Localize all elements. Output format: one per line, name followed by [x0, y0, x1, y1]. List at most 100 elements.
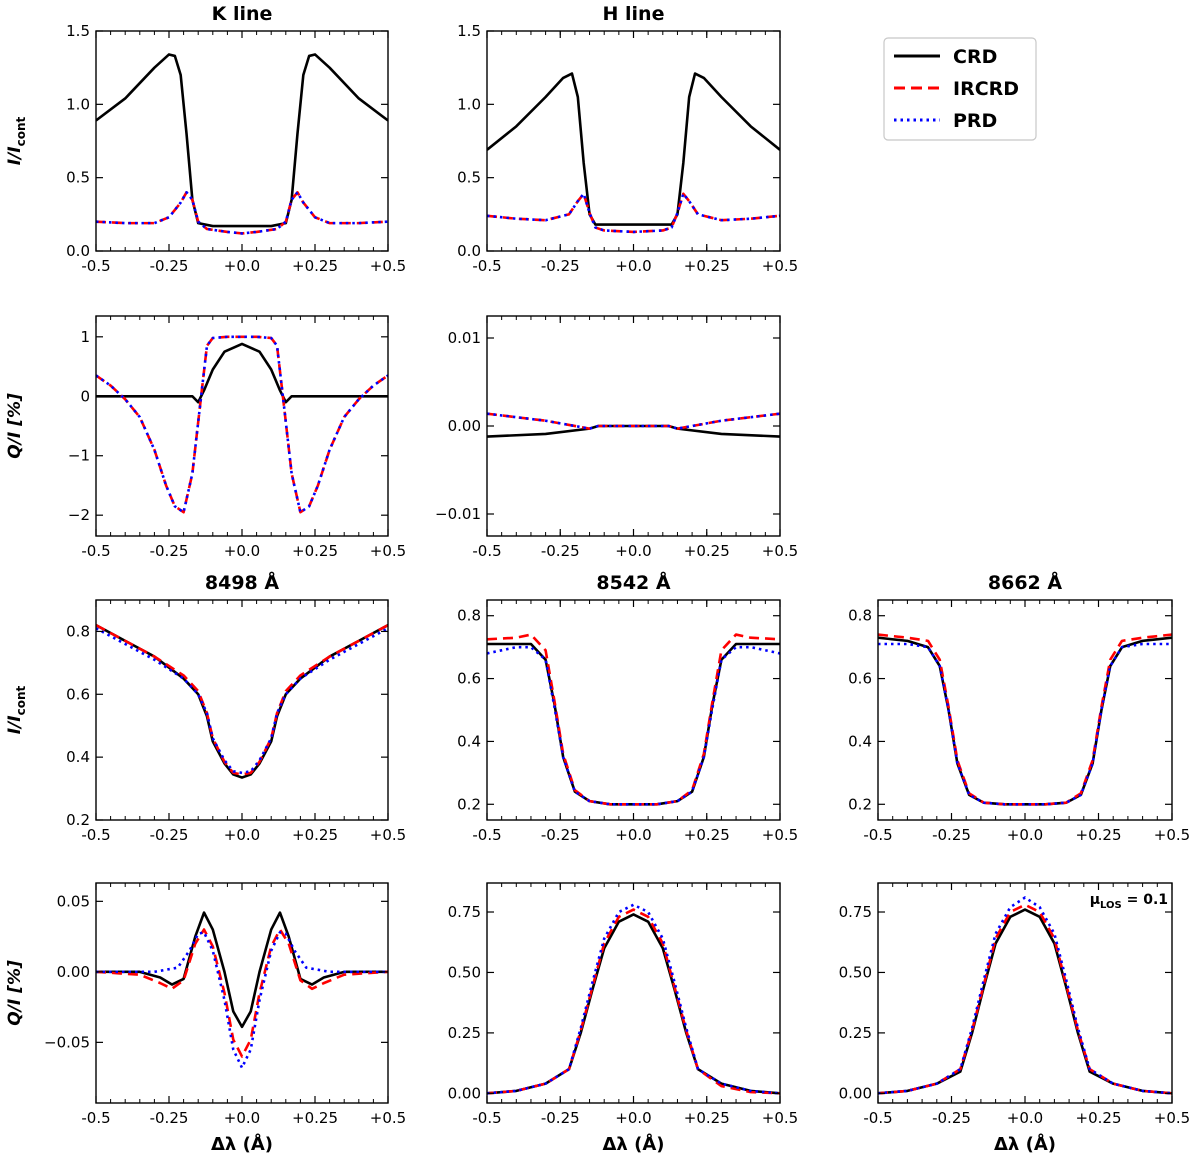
x-tick-label-ca8542_intensity: +0.25	[684, 826, 730, 844]
series-prd-ca8542_intensity	[487, 645, 780, 806]
y-tick-label-ca8542_intensity: 0.6	[457, 670, 481, 688]
axes-frame-ca8662_intensity	[877, 599, 1173, 821]
x-tick-label-ca8498_polarization: +0.25	[292, 1109, 338, 1127]
panel-ca8542_intensity: -0.5 -0.25 +0.0 +0.25 +0.5 0.2 0.4 0.6 0.8 8542 Å	[457, 570, 798, 844]
x-tick-label-h_polarization: -0.25	[541, 542, 580, 560]
x-tick-label-ca8542_polarization: -0.5	[472, 1109, 501, 1127]
x-tick-label-ca8498_intensity: -0.5	[81, 826, 110, 844]
series-ircrd-ca8662_polarization	[878, 903, 1172, 1095]
y-tick-label-ca8662_polarization: 0.50	[839, 963, 872, 981]
y-tick-label-ca8498_polarization: 0.00	[57, 963, 90, 981]
axes-frame-k_polarization	[95, 315, 389, 537]
axes-frame-ca8542_intensity	[486, 599, 781, 821]
panel-ca8542_polarization: -0.5 -0.25 +0.0 +0.25 +0.5 0.00 0.25 0.50 0.75 Δλ…	[448, 882, 798, 1155]
x-tick-label-ca8662_intensity: -0.5	[863, 826, 892, 844]
y-tick-label-ca8498_intensity: 0.8	[66, 622, 90, 640]
panels-group: -0.5 -0.25 +0.0 +0.25 +0.5 0.0 0.5 1.0 1.5 K line…	[5, 3, 1190, 1155]
x-tick-label-h_intensity: +0.5	[762, 257, 798, 275]
x-tick-label-h_intensity: +0.25	[684, 257, 730, 275]
x-tick-label-ca8662_intensity: +0.5	[1154, 826, 1190, 844]
x-tick-label-h_polarization: +0.5	[762, 542, 798, 560]
x-tick-label-k_intensity: +0.5	[370, 257, 406, 275]
series-ircrd-ca8542_polarization	[487, 908, 780, 1095]
y-tick-label-ca8662_polarization: 0.25	[839, 1024, 872, 1042]
x-tick-label-ca8542_intensity: +0.5	[762, 826, 798, 844]
y-tick-label-h_polarization: 0.01	[448, 329, 481, 347]
y-tick-label-h_intensity: 0.0	[457, 242, 481, 260]
legend-crd-label: CRD	[953, 46, 997, 68]
panel-k_intensity: -0.5 -0.25 +0.0 +0.25 +0.5 0.0 0.5 1.0 1.5 K line…	[5, 3, 406, 275]
series-crd-ca8662_intensity	[878, 636, 1172, 806]
x-tick-label-k_polarization: +0.25	[292, 542, 338, 560]
panel-ca8498_intensity: -0.5 -0.25 +0.0 +0.25 +0.5 0.2 0.4 0.6 0.8 8498 Å…	[5, 570, 406, 844]
series-crd-h_polarization	[487, 424, 780, 438]
x-tick-label-ca8498_intensity: -0.25	[150, 826, 189, 844]
legend-prd-label: PRD	[953, 110, 997, 132]
x-tick-label-k_polarization: +0.5	[370, 542, 406, 560]
y-tick-label-ca8498_intensity: 0.6	[66, 685, 90, 703]
y-tick-label-ca8662_intensity: 0.4	[848, 732, 872, 750]
x-tick-label-k_polarization: -0.5	[81, 542, 110, 560]
y-tick-label-h_intensity: 0.5	[457, 169, 481, 187]
series-prd-ca8498_polarization	[96, 931, 388, 1070]
axes-frame-h_intensity	[486, 30, 781, 252]
series-ircrd-h_polarization	[487, 412, 780, 430]
series-crd-k_polarization	[96, 342, 388, 404]
y-tick-label-h_intensity: 1.0	[457, 95, 481, 113]
axes-frame-ca8542_polarization	[486, 882, 781, 1104]
y-tick-label-ca8542_polarization: 0.50	[448, 963, 481, 981]
series-prd-ca8662_polarization	[878, 896, 1172, 1095]
series-crd-h_intensity	[487, 72, 780, 226]
x-axis-label-ca8498_polarization: Δλ (Å)	[211, 1132, 273, 1155]
y-tick-label-k_polarization: −2	[68, 506, 90, 524]
y-tick-label-k_intensity: 1.0	[66, 95, 90, 113]
x-tick-label-ca8542_intensity: -0.5	[472, 826, 501, 844]
y-tick-label-k_intensity: 1.5	[66, 22, 90, 40]
panel-ca8662_polarization: -0.5 -0.25 +0.0 +0.25 +0.5 0.00 0.25 0.50 0.75 Δλ…	[839, 882, 1190, 1155]
panel-title-h_intensity: H line	[603, 3, 665, 25]
mu-subscript: LOS	[1100, 900, 1122, 911]
x-tick-label-ca8498_intensity: +0.5	[370, 826, 406, 844]
y-tick-label-ca8498_polarization: −0.05	[44, 1033, 90, 1051]
y-tick-label-ca8498_polarization: 0.05	[57, 892, 90, 910]
series-ircrd-h_intensity	[487, 192, 780, 234]
series-ircrd-ca8498_intensity	[96, 623, 388, 776]
x-tick-label-h_intensity: -0.25	[541, 257, 580, 275]
y-axis-label-k_intensity: I/Icont	[5, 116, 28, 165]
y-axis-label-ca8498_intensity: I/Icont	[5, 685, 28, 734]
y-tick-label-k_intensity: 0.5	[66, 169, 90, 187]
x-tick-label-ca8498_intensity: +0.0	[224, 826, 260, 844]
y-tick-label-ca8498_intensity: 0.2	[66, 811, 90, 829]
x-tick-label-ca8498_polarization: -0.5	[81, 1109, 110, 1127]
panel-k_polarization: -0.5 -0.25 +0.0 +0.25 +0.5 −2 −1 0 1 Q/I [%]	[5, 315, 406, 560]
series-ircrd-ca8662_intensity	[878, 633, 1172, 806]
x-tick-label-k_intensity: +0.0	[224, 257, 260, 275]
y-tick-label-k_polarization: −1	[68, 447, 90, 465]
x-tick-label-ca8498_polarization: -0.25	[150, 1109, 189, 1127]
x-tick-label-ca8662_polarization: +0.5	[1154, 1109, 1190, 1127]
x-tick-label-k_intensity: -0.25	[150, 257, 189, 275]
y-axis-label-k_polarization: Q/I [%]	[5, 393, 25, 459]
axes-frame-ca8662_polarization	[877, 882, 1173, 1104]
y-tick-label-ca8662_intensity: 0.8	[848, 607, 872, 625]
x-tick-label-ca8542_polarization: +0.25	[684, 1109, 730, 1127]
panel-h_intensity: -0.5 -0.25 +0.0 +0.25 +0.5 0.0 0.5 1.0 1.5 H line	[457, 3, 798, 275]
series-crd-ca8498_polarization	[96, 911, 388, 1029]
x-tick-label-h_polarization: +0.25	[684, 542, 730, 560]
series-prd-k_polarization	[96, 335, 388, 514]
y-tick-label-ca8542_polarization: 0.00	[448, 1084, 481, 1102]
panel-ca8498_polarization: -0.5 -0.25 +0.0 +0.25 +0.5 −0.05 0.00 0.05 Δλ (Å…	[5, 882, 406, 1155]
legend: CRD IRCRD PRD	[883, 37, 1037, 141]
y-tick-label-k_polarization: 0	[80, 387, 90, 405]
y-tick-label-ca8542_intensity: 0.2	[457, 795, 481, 813]
axes-frame-k_intensity	[95, 30, 389, 252]
x-tick-label-k_intensity: -0.5	[81, 257, 110, 275]
y-tick-label-h_intensity: 1.5	[457, 22, 481, 40]
x-tick-label-ca8542_polarization: -0.25	[541, 1109, 580, 1127]
series-crd-ca8662_polarization	[878, 908, 1172, 1095]
y-axis-label-ca8498_polarization: Q/I [%]	[5, 960, 25, 1026]
x-tick-label-ca8662_intensity: -0.25	[932, 826, 971, 844]
series-prd-ca8542_polarization	[487, 903, 780, 1095]
series-prd-ca8662_intensity	[878, 642, 1172, 806]
